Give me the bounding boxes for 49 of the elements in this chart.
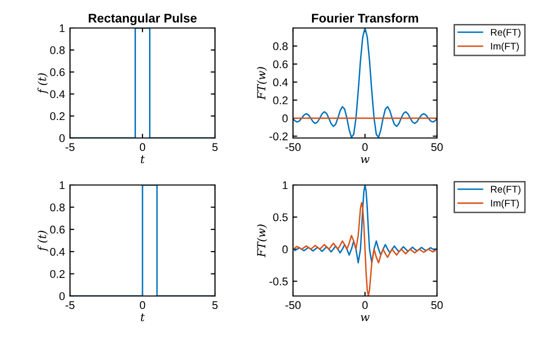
chart-title: Rectangular Pulse (88, 13, 197, 26)
x-axis-title: w (360, 157, 370, 164)
x-tick-label: 50 (431, 301, 443, 310)
x-tick-label: -5 (66, 301, 74, 310)
y-tick-label: 0.6 (273, 60, 288, 68)
y-tick-label: 0.2 (50, 270, 65, 278)
y-tick-label: 0.8 (50, 46, 65, 54)
y-tick-label: 0.5 (273, 213, 288, 222)
legend-label: Im(FT) (491, 199, 519, 209)
x-tick-label: 0 (140, 143, 146, 152)
y-tick-label: 0.8 (273, 42, 288, 50)
x-tick-label: 0 (362, 301, 368, 310)
x-axis-title: w (360, 315, 370, 322)
y-tick-label: 0.4 (50, 90, 65, 98)
x-tick-label: 5 (212, 143, 218, 152)
y-tick-label: 0 (282, 245, 288, 254)
x-tick-label: -5 (66, 143, 74, 152)
x-tick-label: 0 (362, 143, 368, 152)
y-tick-label: -0.5 (269, 278, 288, 286)
x-axis-title: t (140, 155, 145, 164)
y-axis-title: FT(w) (256, 224, 268, 258)
x-tick-label: -50 (285, 143, 301, 152)
y-tick-label: 1 (60, 181, 65, 190)
y-tick-label: 1 (282, 181, 288, 190)
y-tick-label: 0.8 (50, 203, 65, 212)
y-tick-label: -0.2 (269, 132, 288, 140)
legend-label: Re(FT) (491, 28, 520, 38)
line-series (293, 28, 437, 138)
legend-label: Im(FT) (491, 42, 519, 52)
x-axis-title: t (140, 313, 145, 322)
chart-title: Fourier Transform (312, 13, 418, 23)
y-tick-label: 0 (59, 134, 65, 142)
x-tick-label: 5 (212, 301, 218, 310)
x-tick-label: -50 (285, 301, 301, 310)
y-tick-label: 0.4 (273, 78, 288, 86)
x-tick-label: 50 (431, 143, 443, 152)
y-tick-label: 0.6 (50, 226, 65, 234)
y-tick-label: 0 (282, 114, 288, 122)
y-tick-label: 0.2 (50, 112, 65, 120)
y-tick-label: 1 (60, 24, 65, 32)
y-tick-label: 0.2 (273, 96, 288, 104)
y-tick-label: 0.4 (50, 248, 65, 256)
y-tick-label: 0.6 (50, 68, 65, 76)
x-tick-label: 0 (140, 301, 146, 310)
y-axis-title: f (t) (38, 230, 48, 252)
legend-label: Re(FT) (491, 186, 520, 195)
y-axis-title: f (t) (38, 73, 48, 94)
y-axis-title: FT(w) (256, 67, 268, 100)
y-tick-label: 0 (59, 292, 65, 300)
